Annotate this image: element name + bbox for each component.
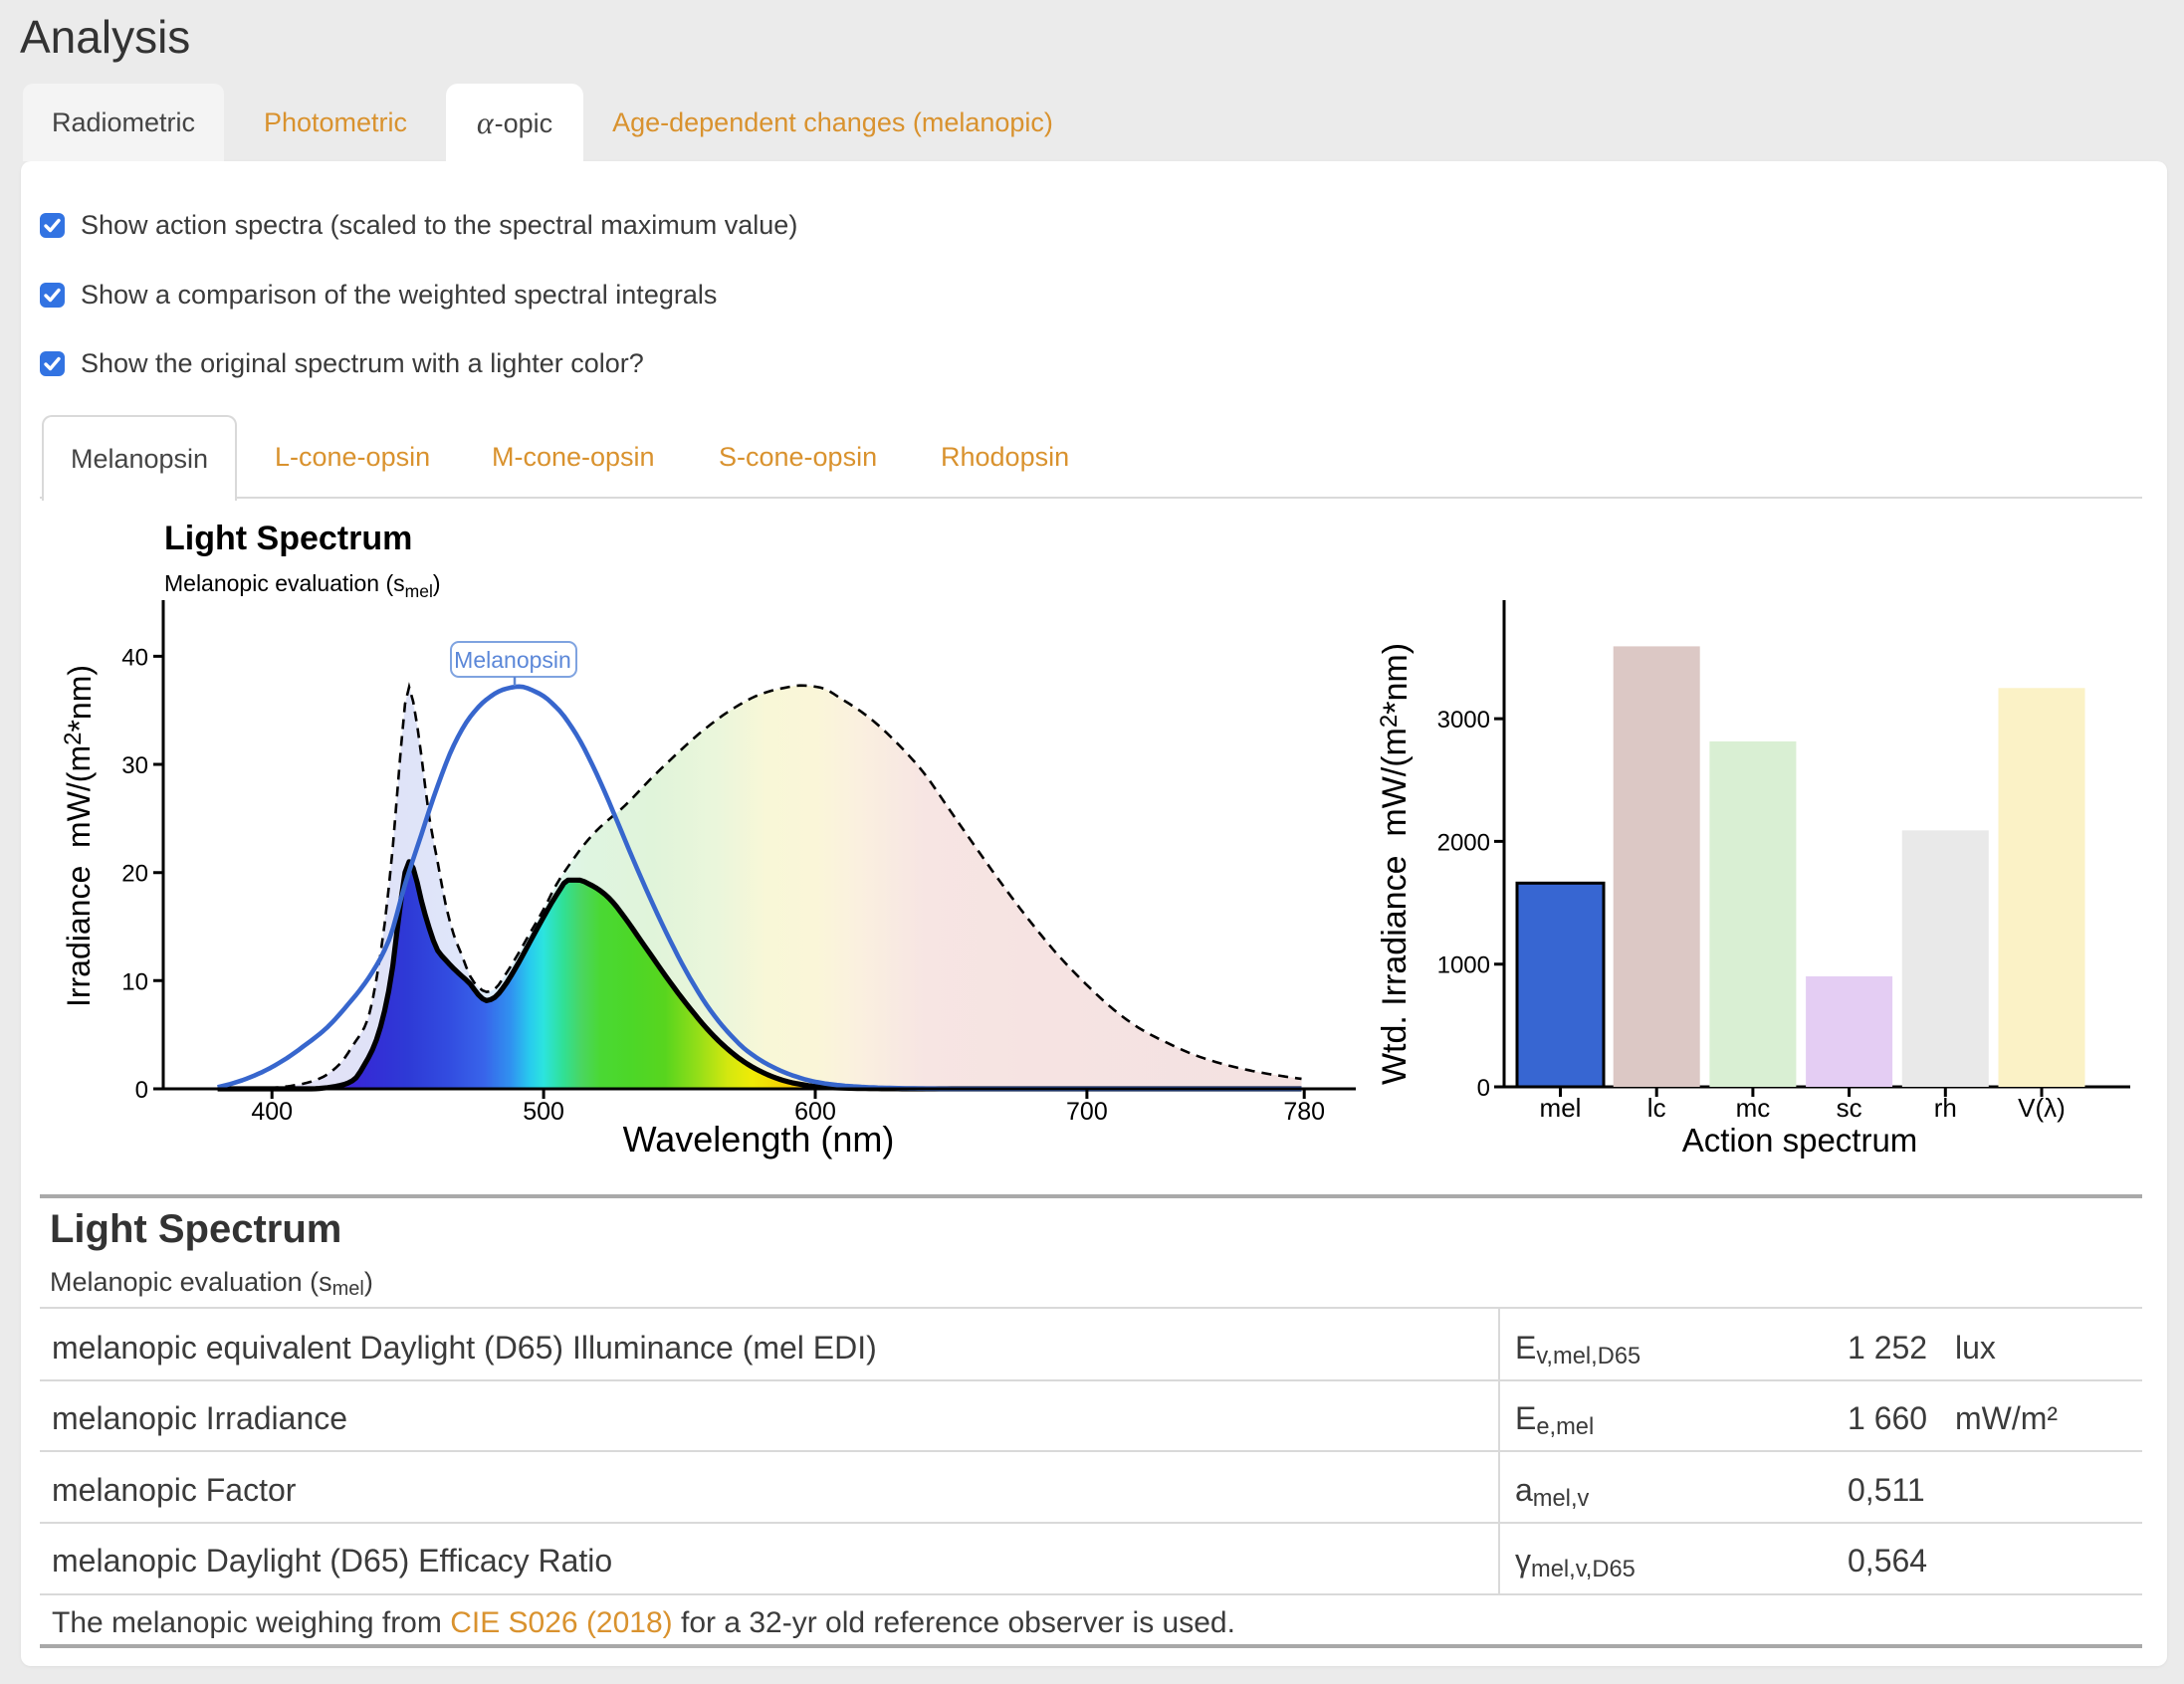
svg-text:mel: mel <box>1540 1093 1582 1123</box>
svg-text:10: 10 <box>121 968 148 995</box>
svg-text:1000: 1000 <box>1437 952 1490 979</box>
svg-text:3000: 3000 <box>1437 707 1490 734</box>
svg-text:20: 20 <box>121 861 148 888</box>
svg-text:V(λ): V(λ) <box>2018 1093 2066 1123</box>
svg-text:500: 500 <box>523 1098 564 1126</box>
svg-text:2000: 2000 <box>1437 829 1490 856</box>
svg-text:lc: lc <box>1647 1093 1666 1123</box>
svg-text:Light Spectrum: Light Spectrum <box>164 520 412 557</box>
svg-text:700: 700 <box>1066 1098 1108 1126</box>
svg-text:40: 40 <box>121 644 148 671</box>
svg-text:Melanopic evaluation (smel): Melanopic evaluation (smel) <box>164 570 441 601</box>
svg-text:Wavelength (nm): Wavelength (nm) <box>623 1119 895 1159</box>
svg-text:780: 780 <box>1283 1098 1325 1126</box>
svg-text:Wtd. Irradiance mW/(m2*nm): Wtd. Irradiance mW/(m2*nm) <box>1376 643 1415 1085</box>
svg-text:Action spectrum: Action spectrum <box>1682 1122 1918 1158</box>
svg-text:30: 30 <box>121 752 148 779</box>
svg-text:rh: rh <box>1934 1093 1957 1123</box>
svg-text:0: 0 <box>135 1077 148 1104</box>
svg-text:sc: sc <box>1837 1093 1862 1123</box>
svg-text:mc: mc <box>1736 1093 1771 1123</box>
svg-text:0: 0 <box>1477 1075 1490 1102</box>
svg-text:Melanopsin: Melanopsin <box>454 647 571 673</box>
svg-text:400: 400 <box>251 1098 293 1126</box>
svg-text:Irradiance mW/(m2*nm): Irradiance mW/(m2*nm) <box>60 665 98 1007</box>
svg-text:600: 600 <box>794 1098 836 1126</box>
